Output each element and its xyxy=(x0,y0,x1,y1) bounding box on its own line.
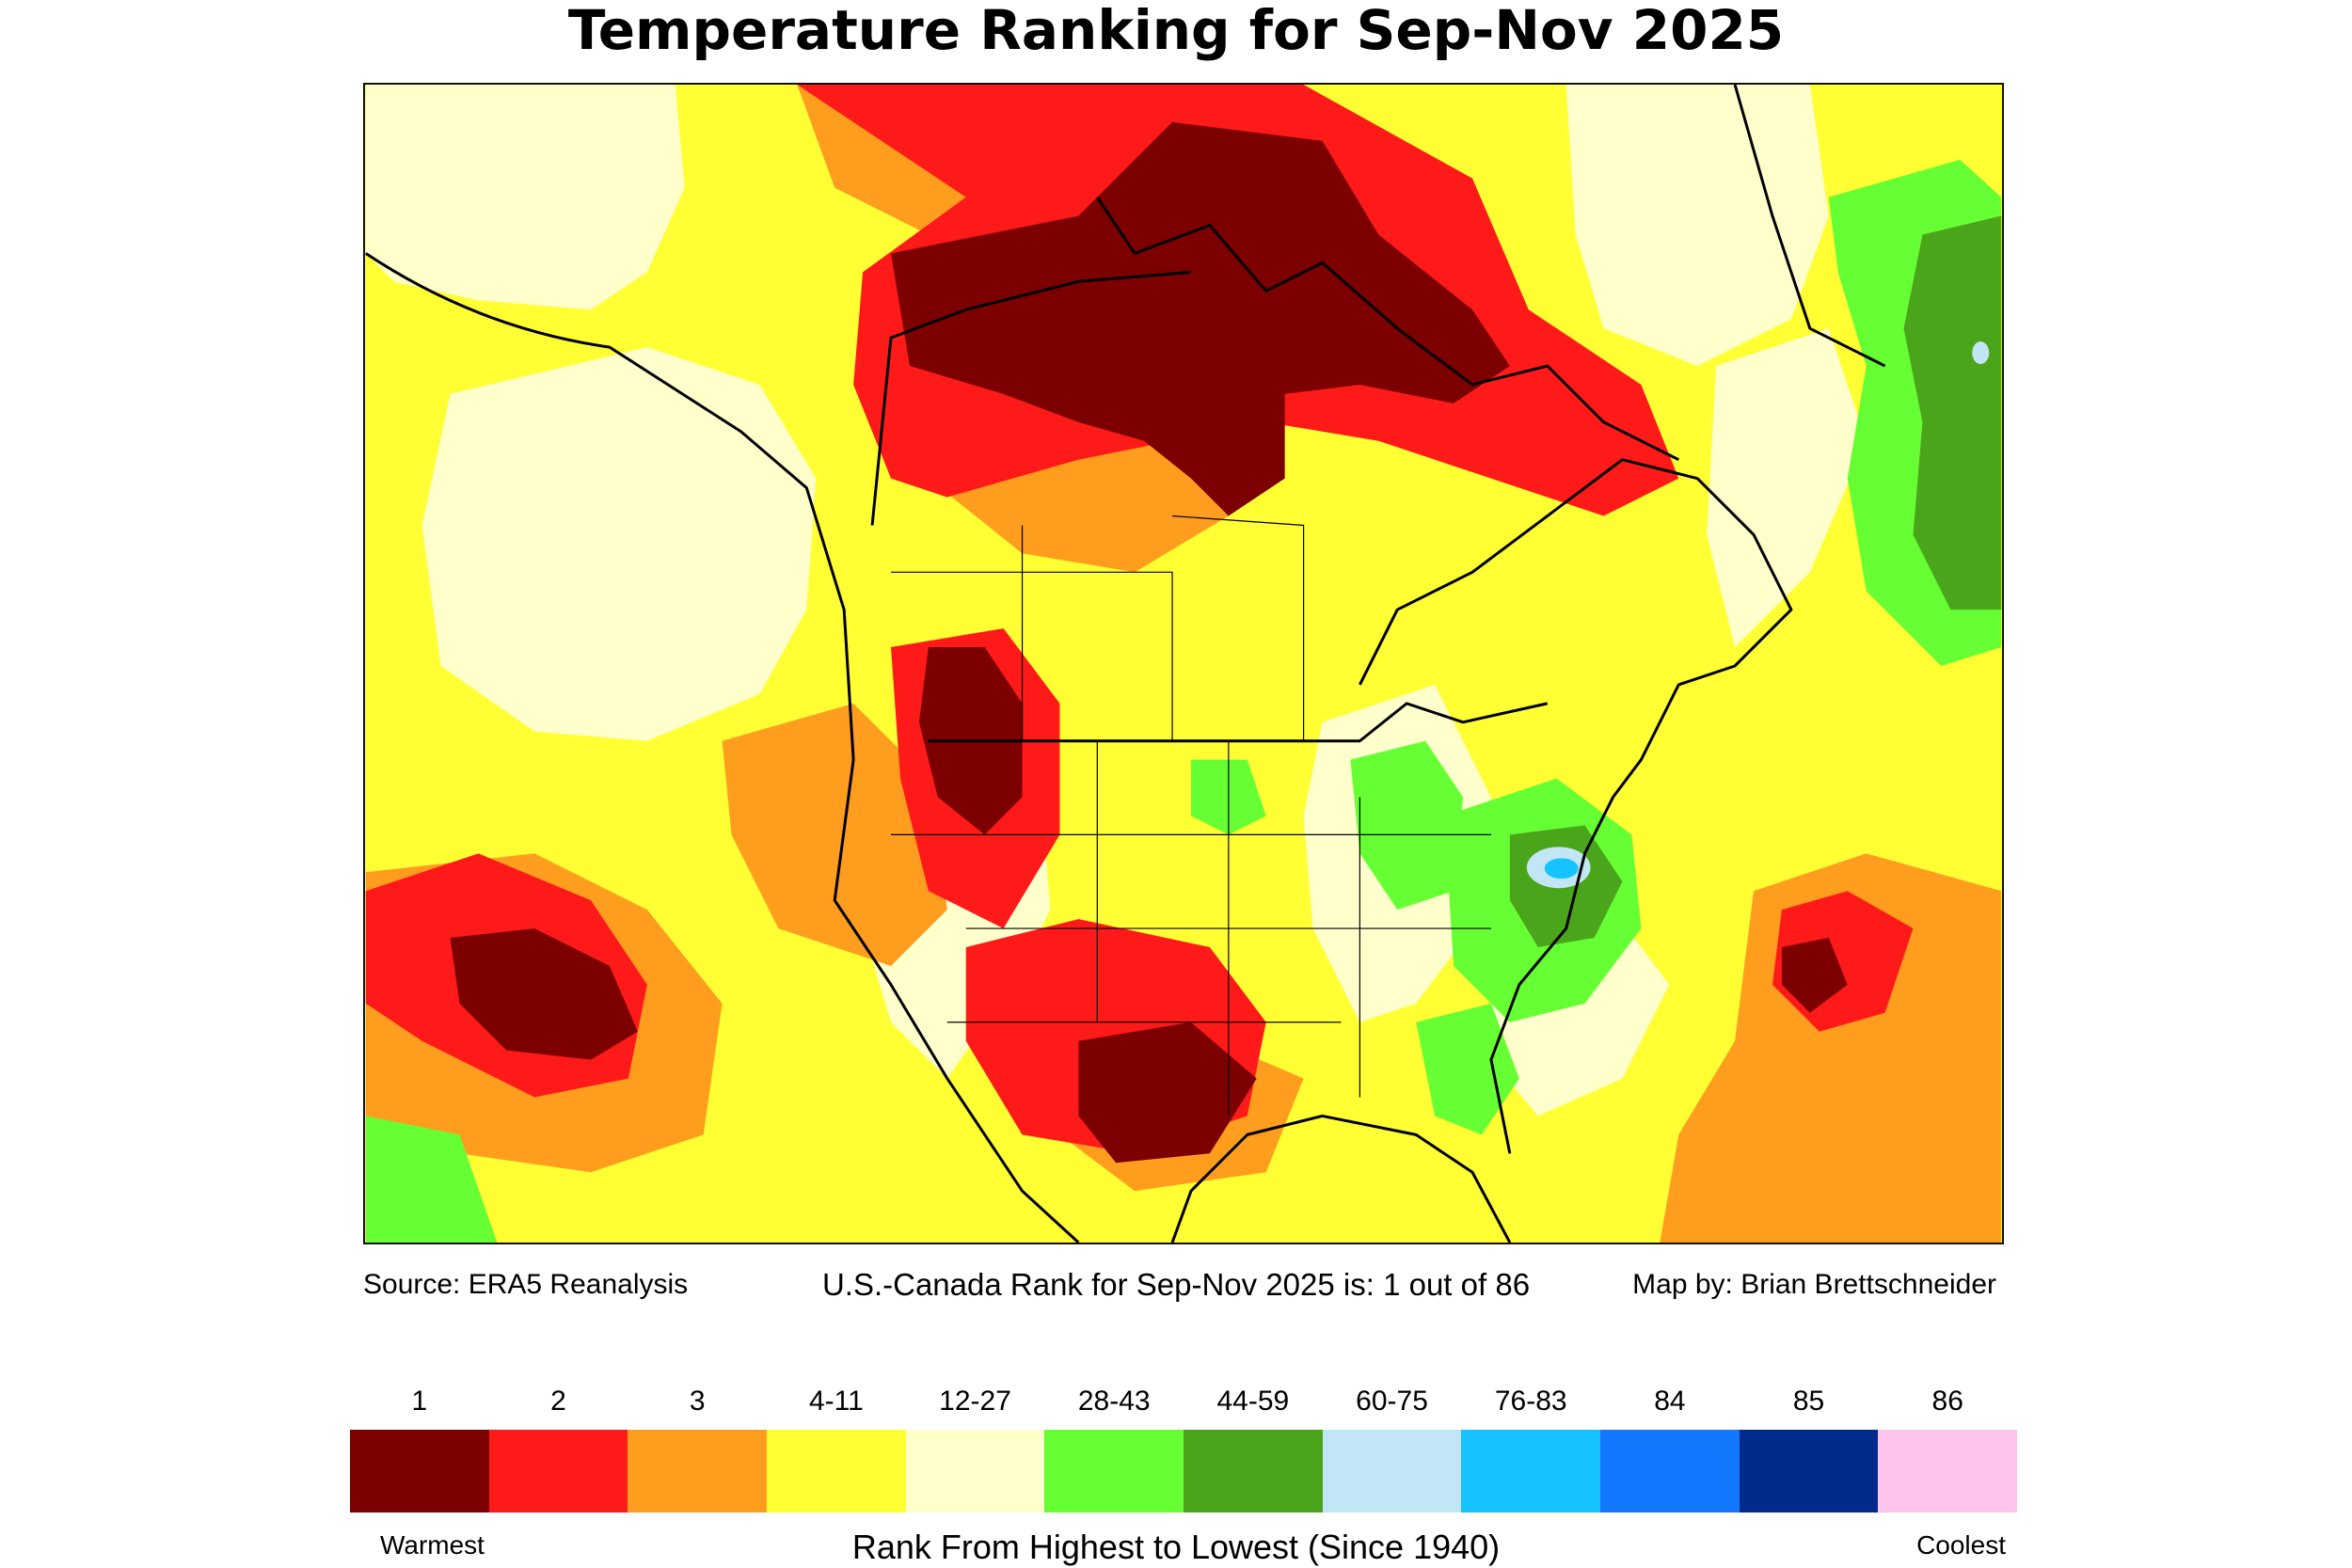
source-caption: Source: ERA5 Reanalysis xyxy=(363,1269,689,1300)
rank-caption: U.S.-Canada Rank for Sep-Nov 2025 is: 1 … xyxy=(821,1267,1531,1302)
legend-labels: 1 2 3 4-11 12-27 28-43 44-59 60-75 76-83… xyxy=(350,1383,2017,1420)
legend-swatch xyxy=(628,1430,768,1513)
legend-color-bar xyxy=(350,1430,2018,1513)
legend-label: 84 xyxy=(1654,1386,1686,1417)
state-province-boundaries xyxy=(891,515,1491,1117)
credit-caption: Map by: Brian Brettschneider xyxy=(1632,1269,1996,1300)
coastline-boundaries xyxy=(365,85,1886,1243)
legend-label: 2 xyxy=(550,1386,566,1417)
map-title: Temperature Ranking for Sep-Nov 2025 xyxy=(567,0,1785,62)
legend-label: 1 xyxy=(411,1386,428,1417)
map-canvas xyxy=(365,85,2002,1243)
legend-label: 86 xyxy=(1931,1386,1963,1417)
legend-label: 76-83 xyxy=(1494,1386,1567,1417)
legend-label: 60-75 xyxy=(1356,1386,1428,1417)
legend-label: 85 xyxy=(1792,1386,1825,1417)
legend-warmest-label: Warmest xyxy=(380,1530,485,1560)
legend-swatch xyxy=(1600,1430,1740,1513)
legend-swatch xyxy=(1322,1430,1462,1513)
map-region-rank-76-83 xyxy=(1544,858,1579,879)
legend-swatch xyxy=(488,1430,628,1513)
legend-axis-title: Rank From Highest to Lowest (Since 1940) xyxy=(851,1528,1501,1566)
legend-swatch xyxy=(905,1430,1045,1513)
legend-swatch xyxy=(1461,1430,1601,1513)
legend-label: 12-27 xyxy=(939,1386,1011,1417)
legend-coolest-label: Coolest xyxy=(1916,1530,2006,1560)
legend-label: 28-43 xyxy=(1077,1386,1151,1417)
legend-swatch xyxy=(350,1430,489,1513)
temperature-rank-map xyxy=(363,83,2004,1244)
legend-label: 4-11 xyxy=(808,1386,864,1417)
legend-swatch xyxy=(1878,1430,2018,1513)
map-region-rank-1 xyxy=(450,121,1848,1164)
legend-swatch xyxy=(1184,1430,1323,1513)
legend-swatch xyxy=(1739,1430,1879,1513)
legend-swatch xyxy=(1044,1430,1184,1513)
legend-label: 3 xyxy=(689,1386,706,1417)
legend-swatch xyxy=(767,1430,906,1513)
legend-label: 44-59 xyxy=(1216,1386,1290,1417)
